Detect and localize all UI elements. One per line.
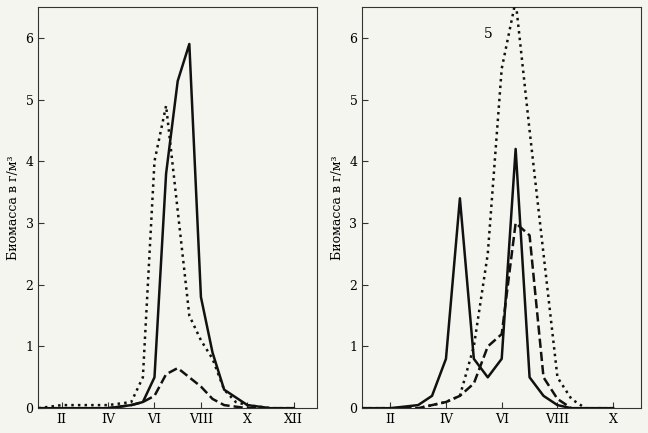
Text: 5: 5 [483, 27, 492, 41]
Y-axis label: Биомасса в г/м³: Биомасса в г/м³ [7, 155, 20, 260]
Y-axis label: Биомасса в г/м³: Биомасса в г/м³ [331, 155, 344, 260]
